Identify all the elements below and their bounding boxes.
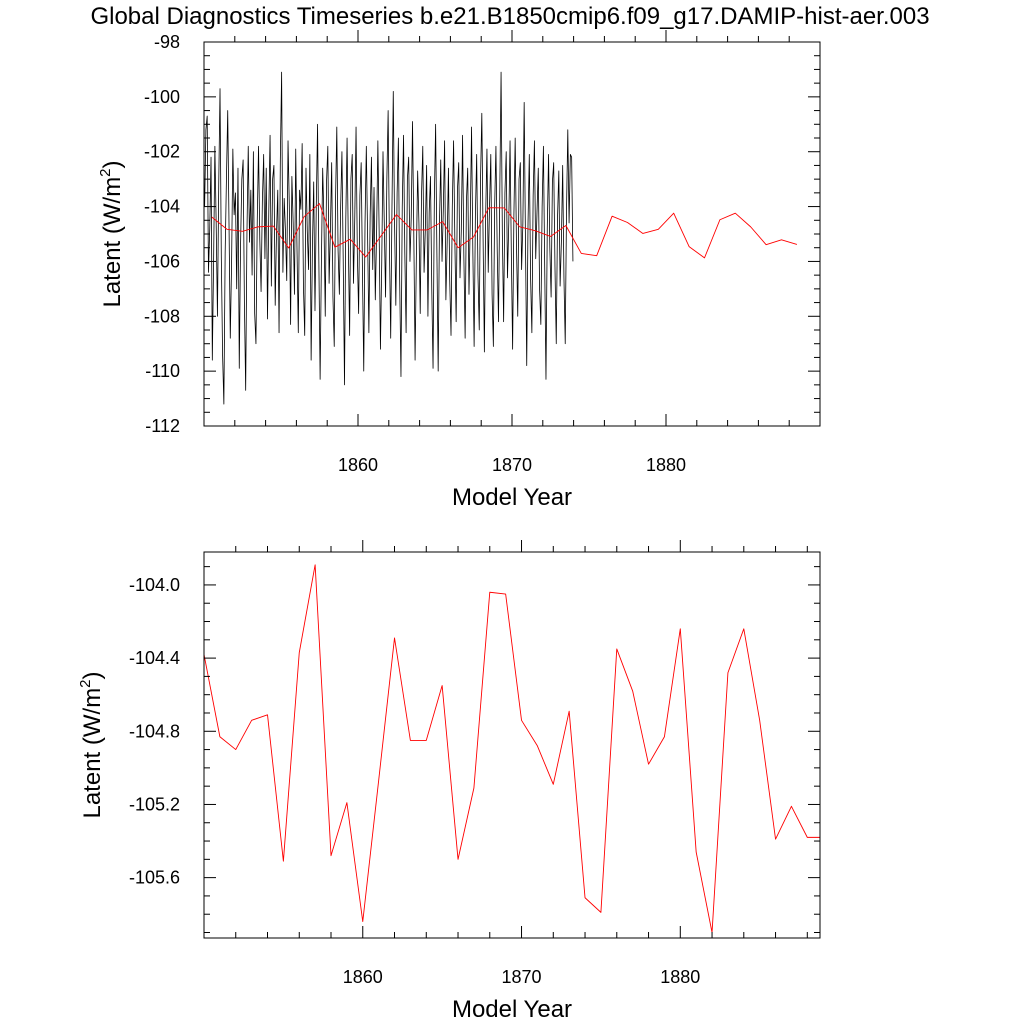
top-y-tick-label: -104	[144, 197, 180, 217]
top-axis-ticks: 1860 1870 1880 -112 -110 -108 -106 -104 -102 -100…	[144, 30, 820, 475]
bottom-annual-series-line	[203, 564, 820, 933]
bottom-y-axis-label: Latent (W/m2)	[77, 671, 106, 818]
top-y-tick-label: -112	[145, 416, 180, 436]
top-monthly-series-line	[204, 71, 574, 405]
bottom-y-tick-label: -105.6	[129, 868, 180, 888]
top-plot-frame	[203, 41, 821, 427]
bottom-plot-marks	[203, 564, 820, 933]
bottom-axis-ticks: 1860 1870 1880 -105.6 -105.2 -104.8 -104.4 -104…	[129, 540, 820, 987]
bottom-x-tick-label: 1860	[343, 967, 383, 987]
bottom-x-tick-label: 1880	[660, 967, 700, 987]
top-y-tick-label: -106	[144, 251, 180, 271]
top-y-tick-label: -100	[144, 87, 180, 107]
bottom-y-tick-label: -104.0	[129, 575, 180, 595]
bottom-x-axis-label: Model Year	[452, 996, 572, 1023]
top-y-tick-label: -102	[144, 142, 180, 162]
bottom-y-tick-label: -104.4	[129, 648, 180, 668]
bottom-panel: 1860 1870 1880 -105.6 -105.2 -104.8 -104.4 -104…	[77, 540, 821, 1023]
bottom-y-tick-label: -105.2	[129, 794, 180, 814]
top-x-axis-label: Model Year	[452, 484, 572, 511]
top-annual-series-line	[211, 203, 798, 259]
top-y-tick-label: -108	[144, 306, 180, 326]
top-y-tick-label: -110	[145, 361, 180, 381]
bottom-x-tick-label: 1870	[502, 967, 542, 987]
top-x-tick-label: 1860	[338, 455, 378, 475]
top-y-tick-label: -98	[154, 32, 180, 52]
top-x-tick-label: 1880	[646, 455, 686, 475]
top-plot-marks	[204, 71, 798, 405]
bottom-y-tick-label: -104.8	[129, 721, 180, 741]
top-y-axis-label: Latent (W/m2)	[97, 160, 126, 307]
top-panel: 1860 1870 1880 -112 -110 -108 -106 -104 -102 -100…	[97, 30, 821, 511]
bottom-plot-frame	[203, 551, 821, 939]
top-x-tick-label: 1870	[492, 455, 532, 475]
figure-title: Global Diagnostics Timeseries b.e21.B185…	[90, 3, 929, 30]
